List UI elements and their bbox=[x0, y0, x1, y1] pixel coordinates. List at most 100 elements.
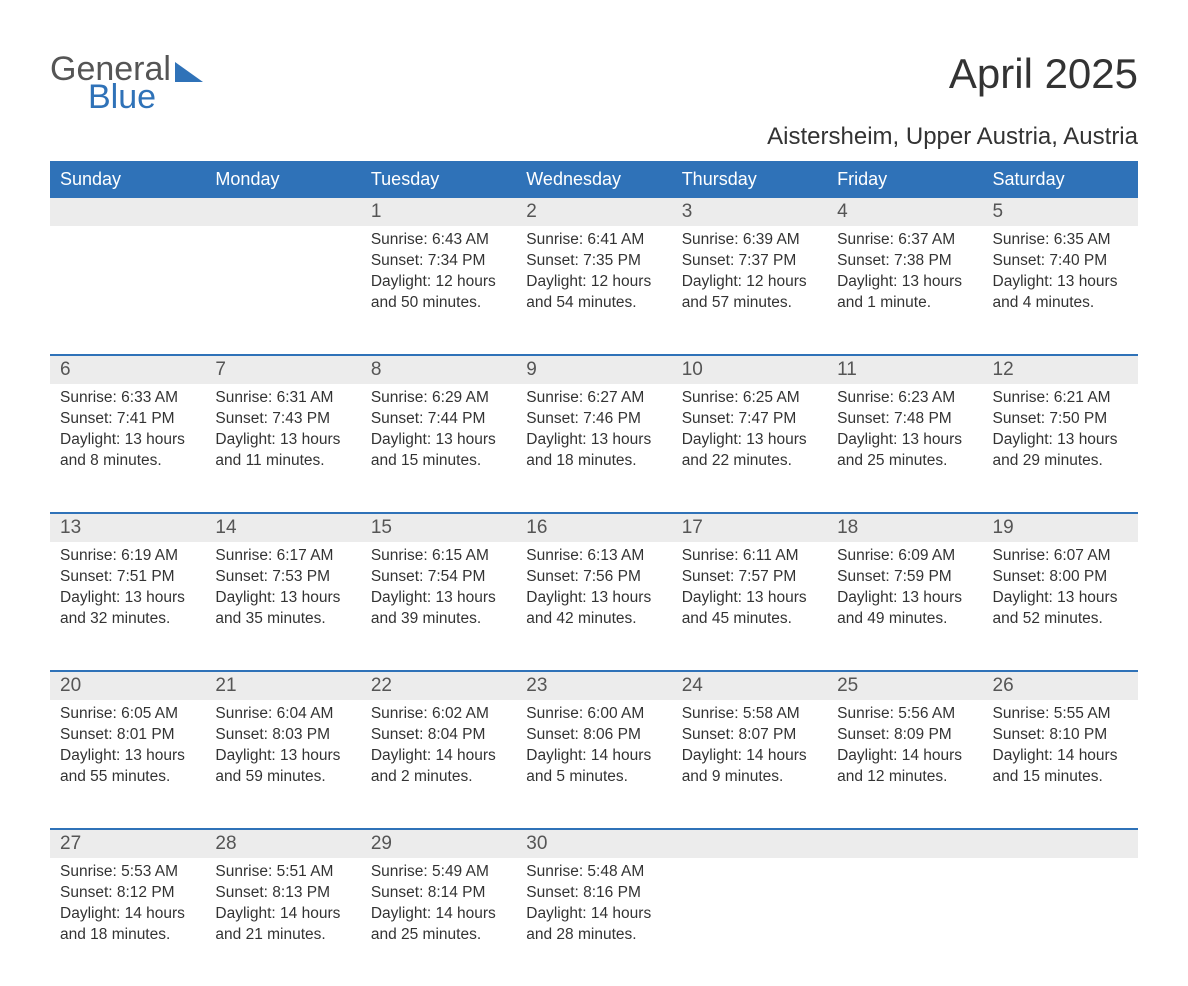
week-row: Sunrise: 5:53 AMSunset: 8:12 PMDaylight:… bbox=[50, 858, 1138, 986]
daynum-row: 6789101112 bbox=[50, 354, 1138, 384]
day-body: Sunrise: 6:35 AMSunset: 7:40 PMDaylight:… bbox=[983, 226, 1138, 314]
day-cell: Sunrise: 6:37 AMSunset: 7:38 PMDaylight:… bbox=[827, 226, 982, 354]
day-body: Sunrise: 6:43 AMSunset: 7:34 PMDaylight:… bbox=[361, 226, 516, 314]
dayhead-wed: Wednesday bbox=[516, 161, 671, 198]
sunrise-text: Sunrise: 6:31 AM bbox=[215, 388, 350, 409]
day-body: Sunrise: 6:09 AMSunset: 7:59 PMDaylight:… bbox=[827, 542, 982, 630]
sunrise-text: Sunrise: 5:58 AM bbox=[682, 704, 817, 725]
daylight-text: Daylight: 13 hours and 59 minutes. bbox=[215, 746, 350, 788]
sunrise-text: Sunrise: 6:19 AM bbox=[60, 546, 195, 567]
day-cell: Sunrise: 5:53 AMSunset: 8:12 PMDaylight:… bbox=[50, 858, 205, 986]
day-body: Sunrise: 6:31 AMSunset: 7:43 PMDaylight:… bbox=[205, 384, 360, 472]
day-body: Sunrise: 6:13 AMSunset: 7:56 PMDaylight:… bbox=[516, 542, 671, 630]
day-number bbox=[983, 830, 1138, 858]
day-number: 14 bbox=[205, 514, 360, 542]
sunrise-text: Sunrise: 6:37 AM bbox=[837, 230, 972, 251]
sunrise-text: Sunrise: 6:23 AM bbox=[837, 388, 972, 409]
day-cell: Sunrise: 6:35 AMSunset: 7:40 PMDaylight:… bbox=[983, 226, 1138, 354]
daylight-text: Daylight: 13 hours and 8 minutes. bbox=[60, 430, 195, 472]
daylight-text: Daylight: 13 hours and 42 minutes. bbox=[526, 588, 661, 630]
daylight-text: Daylight: 13 hours and 39 minutes. bbox=[371, 588, 506, 630]
sunrise-text: Sunrise: 6:00 AM bbox=[526, 704, 661, 725]
day-cell: Sunrise: 5:56 AMSunset: 8:09 PMDaylight:… bbox=[827, 700, 982, 828]
sunset-text: Sunset: 7:50 PM bbox=[993, 409, 1128, 430]
day-cell: Sunrise: 6:25 AMSunset: 7:47 PMDaylight:… bbox=[672, 384, 827, 512]
calendar-body: 12345Sunrise: 6:43 AMSunset: 7:34 PMDayl… bbox=[50, 198, 1138, 986]
day-cell bbox=[983, 858, 1138, 986]
sunset-text: Sunset: 8:04 PM bbox=[371, 725, 506, 746]
day-number: 18 bbox=[827, 514, 982, 542]
sunrise-text: Sunrise: 6:02 AM bbox=[371, 704, 506, 725]
sunrise-text: Sunrise: 6:15 AM bbox=[371, 546, 506, 567]
day-number: 4 bbox=[827, 198, 982, 226]
day-number: 24 bbox=[672, 672, 827, 700]
day-cell: Sunrise: 6:43 AMSunset: 7:34 PMDaylight:… bbox=[361, 226, 516, 354]
dayhead-mon: Monday bbox=[205, 161, 360, 198]
sunset-text: Sunset: 7:54 PM bbox=[371, 567, 506, 588]
day-body: Sunrise: 6:11 AMSunset: 7:57 PMDaylight:… bbox=[672, 542, 827, 630]
week-row: Sunrise: 6:19 AMSunset: 7:51 PMDaylight:… bbox=[50, 542, 1138, 670]
week-row: Sunrise: 6:33 AMSunset: 7:41 PMDaylight:… bbox=[50, 384, 1138, 512]
sunrise-text: Sunrise: 6:39 AM bbox=[682, 230, 817, 251]
day-body: Sunrise: 6:21 AMSunset: 7:50 PMDaylight:… bbox=[983, 384, 1138, 472]
sunset-text: Sunset: 7:37 PM bbox=[682, 251, 817, 272]
title-block: April 2025 bbox=[949, 50, 1138, 98]
sunset-text: Sunset: 7:47 PM bbox=[682, 409, 817, 430]
daylight-text: Daylight: 14 hours and 18 minutes. bbox=[60, 904, 195, 946]
sunset-text: Sunset: 7:59 PM bbox=[837, 567, 972, 588]
day-cell: Sunrise: 6:09 AMSunset: 7:59 PMDaylight:… bbox=[827, 542, 982, 670]
sunrise-text: Sunrise: 6:13 AM bbox=[526, 546, 661, 567]
day-body: Sunrise: 6:05 AMSunset: 8:01 PMDaylight:… bbox=[50, 700, 205, 788]
sunset-text: Sunset: 8:16 PM bbox=[526, 883, 661, 904]
day-body: Sunrise: 5:53 AMSunset: 8:12 PMDaylight:… bbox=[50, 858, 205, 946]
day-cell: Sunrise: 6:17 AMSunset: 7:53 PMDaylight:… bbox=[205, 542, 360, 670]
day-number bbox=[205, 198, 360, 226]
day-number: 9 bbox=[516, 356, 671, 384]
day-body: Sunrise: 5:48 AMSunset: 8:16 PMDaylight:… bbox=[516, 858, 671, 946]
day-number: 10 bbox=[672, 356, 827, 384]
sunrise-text: Sunrise: 5:49 AM bbox=[371, 862, 506, 883]
sunset-text: Sunset: 7:51 PM bbox=[60, 567, 195, 588]
sunrise-text: Sunrise: 5:55 AM bbox=[993, 704, 1128, 725]
day-cell bbox=[50, 226, 205, 354]
week-row: Sunrise: 6:43 AMSunset: 7:34 PMDaylight:… bbox=[50, 226, 1138, 354]
day-number: 12 bbox=[983, 356, 1138, 384]
daynum-row: 13141516171819 bbox=[50, 512, 1138, 542]
day-cell: Sunrise: 6:31 AMSunset: 7:43 PMDaylight:… bbox=[205, 384, 360, 512]
day-number bbox=[50, 198, 205, 226]
sunset-text: Sunset: 8:03 PM bbox=[215, 725, 350, 746]
day-body: Sunrise: 5:58 AMSunset: 8:07 PMDaylight:… bbox=[672, 700, 827, 788]
sunset-text: Sunset: 7:44 PM bbox=[371, 409, 506, 430]
day-number: 6 bbox=[50, 356, 205, 384]
day-number: 2 bbox=[516, 198, 671, 226]
daylight-text: Daylight: 13 hours and 45 minutes. bbox=[682, 588, 817, 630]
daylight-text: Daylight: 14 hours and 9 minutes. bbox=[682, 746, 817, 788]
day-number: 11 bbox=[827, 356, 982, 384]
day-body: Sunrise: 6:39 AMSunset: 7:37 PMDaylight:… bbox=[672, 226, 827, 314]
daylight-text: Daylight: 13 hours and 52 minutes. bbox=[993, 588, 1128, 630]
day-body: Sunrise: 6:25 AMSunset: 7:47 PMDaylight:… bbox=[672, 384, 827, 472]
day-cell: Sunrise: 6:27 AMSunset: 7:46 PMDaylight:… bbox=[516, 384, 671, 512]
sunset-text: Sunset: 7:35 PM bbox=[526, 251, 661, 272]
day-number: 30 bbox=[516, 830, 671, 858]
daylight-text: Daylight: 14 hours and 25 minutes. bbox=[371, 904, 506, 946]
sunrise-text: Sunrise: 6:04 AM bbox=[215, 704, 350, 725]
daylight-text: Daylight: 12 hours and 57 minutes. bbox=[682, 272, 817, 314]
day-cell: Sunrise: 6:05 AMSunset: 8:01 PMDaylight:… bbox=[50, 700, 205, 828]
day-number: 7 bbox=[205, 356, 360, 384]
sunrise-text: Sunrise: 6:29 AM bbox=[371, 388, 506, 409]
day-cell: Sunrise: 5:48 AMSunset: 8:16 PMDaylight:… bbox=[516, 858, 671, 986]
day-number: 26 bbox=[983, 672, 1138, 700]
day-cell bbox=[827, 858, 982, 986]
daylight-text: Daylight: 13 hours and 25 minutes. bbox=[837, 430, 972, 472]
daylight-text: Daylight: 12 hours and 54 minutes. bbox=[526, 272, 661, 314]
day-cell bbox=[205, 226, 360, 354]
dayhead-tue: Tuesday bbox=[361, 161, 516, 198]
day-cell: Sunrise: 6:02 AMSunset: 8:04 PMDaylight:… bbox=[361, 700, 516, 828]
day-cell: Sunrise: 6:29 AMSunset: 7:44 PMDaylight:… bbox=[361, 384, 516, 512]
sunset-text: Sunset: 7:53 PM bbox=[215, 567, 350, 588]
sunrise-text: Sunrise: 6:11 AM bbox=[682, 546, 817, 567]
day-cell: Sunrise: 6:00 AMSunset: 8:06 PMDaylight:… bbox=[516, 700, 671, 828]
daylight-text: Daylight: 13 hours and 32 minutes. bbox=[60, 588, 195, 630]
daynum-row: 12345 bbox=[50, 198, 1138, 226]
